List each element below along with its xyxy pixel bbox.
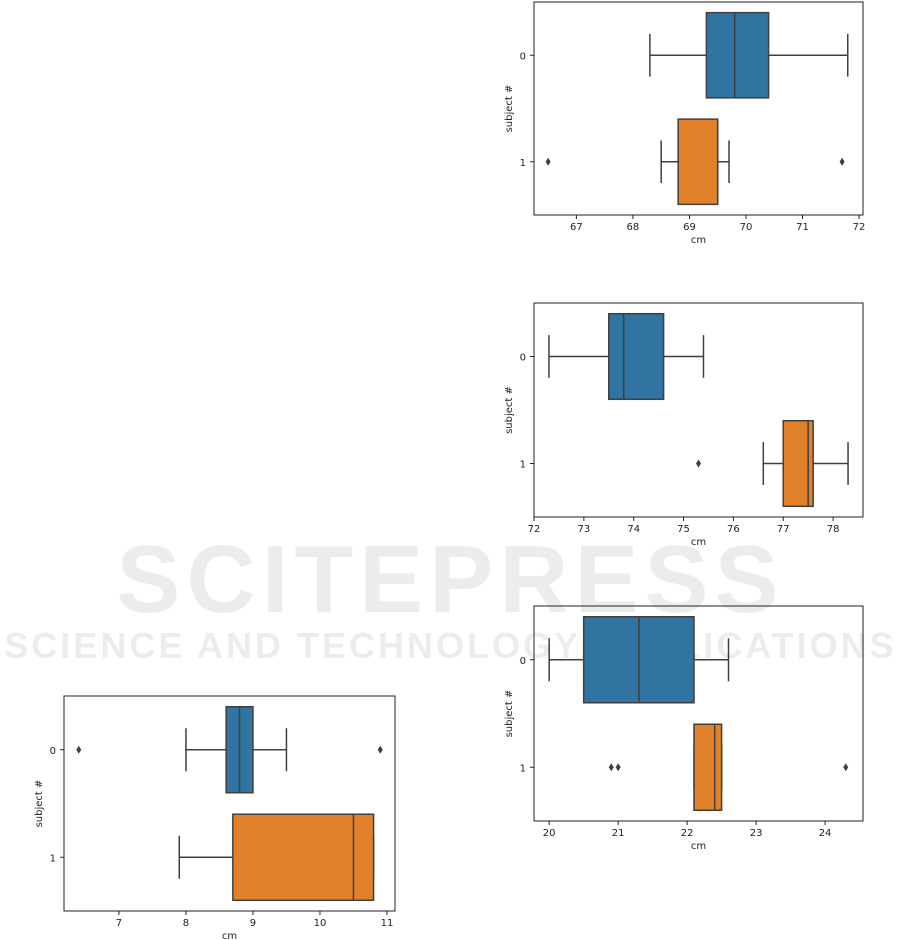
box-subject-0 (705, 11, 770, 99)
box-subject-1 (693, 723, 723, 811)
outlier-point (839, 157, 845, 166)
x-tick-label: 10 (314, 918, 327, 929)
x-tick-label: 8 (183, 918, 189, 929)
x-tick-label: 76 (727, 524, 740, 535)
boxplot-chart-0: 0 1 67 68 69 70 71 72 cm subject # (504, 1, 866, 246)
x-tick-label: 24 (819, 828, 832, 839)
outlier-point (377, 745, 383, 754)
y-axis-label: subject # (504, 386, 515, 434)
box-subject-1 (232, 813, 375, 901)
box-subject-0 (608, 312, 665, 401)
plot-frame (533, 1, 864, 216)
x-tick-label: 72 (528, 524, 541, 535)
y-tick-label: 0 (50, 746, 56, 757)
x-tick-label: 72 (853, 222, 866, 233)
plot-frame (63, 695, 396, 912)
x-tick-label: 21 (612, 828, 625, 839)
y-tick-label: 1 (520, 158, 526, 169)
x-axis-label: cm (222, 931, 237, 940)
x-tick-label: 73 (577, 524, 590, 535)
y-tick-label: 0 (520, 353, 526, 364)
y-tick-label: 0 (520, 656, 526, 667)
plot-frame (533, 302, 864, 518)
x-tick-label: 71 (796, 222, 809, 233)
x-axis-label: cm (691, 235, 706, 246)
x-tick-label: 70 (740, 222, 753, 233)
y-tick-label: 0 (520, 51, 526, 62)
x-axis-label: cm (691, 841, 706, 852)
y-tick-label: 1 (520, 763, 526, 774)
outlier-point (545, 157, 551, 166)
x-tick-label: 75 (677, 524, 690, 535)
x-tick-label: 68 (627, 222, 640, 233)
x-tick-label: 67 (570, 222, 583, 233)
y-axis-label: subject # (34, 780, 45, 828)
y-axis-label: subject # (504, 85, 515, 133)
x-tick-label: 77 (777, 524, 790, 535)
outlier-point (615, 763, 621, 772)
y-axis-label: subject # (504, 690, 515, 738)
y-tick-label: 1 (50, 853, 56, 864)
outlier-point (696, 459, 701, 468)
outlier-point (76, 745, 82, 754)
x-tick-label: 74 (627, 524, 640, 535)
x-tick-label: 22 (681, 828, 694, 839)
x-tick-label: 11 (381, 918, 394, 929)
outlier-point (608, 763, 614, 772)
x-axis-label: cm (691, 537, 706, 548)
box-subject-1 (677, 118, 719, 206)
x-tick-label: 23 (750, 828, 763, 839)
plot-frame (533, 605, 864, 822)
outlier-point (843, 763, 849, 772)
y-tick-label: 1 (520, 460, 526, 471)
x-tick-label: 20 (543, 828, 556, 839)
x-tick-label: 9 (250, 918, 256, 929)
boxplot-chart-2: 0 1 20 21 22 23 24 cm subject # (504, 605, 864, 852)
boxplot-chart-3: 0 1 7 8 9 10 11 cm subject # (34, 695, 396, 940)
x-tick-label: 78 (827, 524, 840, 535)
boxplot-chart-1: 0 1 72 73 74 75 76 77 78 cm subject # (504, 302, 864, 548)
x-tick-label: 69 (683, 222, 696, 233)
x-tick-label: 7 (116, 918, 122, 929)
